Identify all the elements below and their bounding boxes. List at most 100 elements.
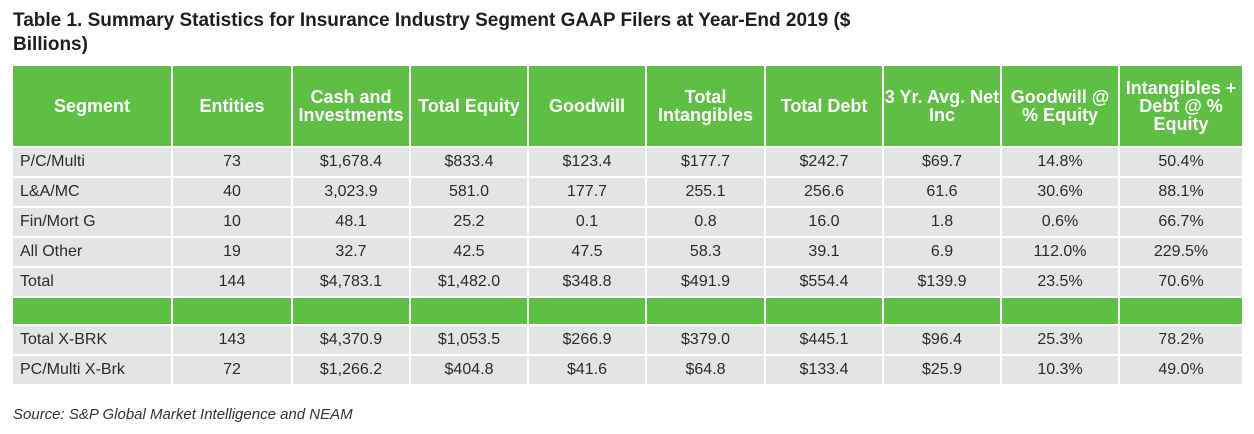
cell: 42.5 xyxy=(411,238,529,268)
col-header-total-debt: Total Debt xyxy=(766,66,884,148)
table-row: Total X-BRK 143 $4,370.9 $1,053.5 $266.9… xyxy=(13,326,1242,356)
cell-segment: P/C/Multi xyxy=(13,148,173,178)
cell: 73 xyxy=(173,148,293,178)
cell-segment: Total xyxy=(13,268,173,298)
cell-segment: Fin/Mort G xyxy=(13,208,173,238)
cell: $404.8 xyxy=(411,356,529,386)
cell: $4,783.1 xyxy=(293,268,411,298)
cell: $1,482.0 xyxy=(411,268,529,298)
cell: $139.9 xyxy=(884,268,1002,298)
col-header-goodwill-pct-equity: Goodwill @ % Equity xyxy=(1002,66,1120,148)
cell: $133.4 xyxy=(766,356,884,386)
col-header-cash-investments: Cash and Investments xyxy=(293,66,411,148)
cell: 66.7% xyxy=(1120,208,1242,238)
cell: 581.0 xyxy=(411,178,529,208)
cell: $177.7 xyxy=(647,148,766,178)
col-header-avg-net-inc: 3 Yr. Avg. Net Inc xyxy=(884,66,1002,148)
cell: 61.6 xyxy=(884,178,1002,208)
cell: 47.5 xyxy=(529,238,647,268)
spacer-cell xyxy=(884,298,1002,326)
cell: 50.4% xyxy=(1120,148,1242,178)
cell: $1,266.2 xyxy=(293,356,411,386)
cell: 78.2% xyxy=(1120,326,1242,356)
summary-table: Segment Entities Cash and Investments To… xyxy=(13,66,1242,386)
cell: 72 xyxy=(173,356,293,386)
cell: $1,053.5 xyxy=(411,326,529,356)
spacer-cell xyxy=(647,298,766,326)
cell: $445.1 xyxy=(766,326,884,356)
cell: $1,678.4 xyxy=(293,148,411,178)
cell: $266.9 xyxy=(529,326,647,356)
cell: 49.0% xyxy=(1120,356,1242,386)
cell: 88.1% xyxy=(1120,178,1242,208)
cell: $4,370.9 xyxy=(293,326,411,356)
cell: 1.8 xyxy=(884,208,1002,238)
cell: 19 xyxy=(173,238,293,268)
cell: $554.4 xyxy=(766,268,884,298)
spacer-cell xyxy=(13,298,173,326)
cell: $379.0 xyxy=(647,326,766,356)
source-note: Source: S&P Global Market Intelligence a… xyxy=(13,406,353,423)
table-row-total: Total 144 $4,783.1 $1,482.0 $348.8 $491.… xyxy=(13,268,1242,298)
col-header-total-intangibles: Total Intangibles xyxy=(647,66,766,148)
spacer-cell xyxy=(293,298,411,326)
col-header-goodwill: Goodwill xyxy=(529,66,647,148)
cell-segment: Total X-BRK xyxy=(13,326,173,356)
cell: 256.6 xyxy=(766,178,884,208)
cell: 48.1 xyxy=(293,208,411,238)
cell: $242.7 xyxy=(766,148,884,178)
cell: 25.3% xyxy=(1002,326,1120,356)
col-header-intangibles-debt-pct-equity: Intangibles + Debt @ % Equity xyxy=(1120,66,1242,148)
cell: $491.9 xyxy=(647,268,766,298)
spacer-cell xyxy=(1002,298,1120,326)
spacer-cell xyxy=(529,298,647,326)
cell: 40 xyxy=(173,178,293,208)
cell: 14.8% xyxy=(1002,148,1120,178)
cell: 16.0 xyxy=(766,208,884,238)
cell: 70.6% xyxy=(1120,268,1242,298)
spacer-cell xyxy=(766,298,884,326)
cell: $96.4 xyxy=(884,326,1002,356)
spacer-row xyxy=(13,298,1242,326)
cell: $25.9 xyxy=(884,356,1002,386)
cell-segment: L&A/MC xyxy=(13,178,173,208)
spacer-cell xyxy=(1120,298,1242,326)
table-row: L&A/MC 40 3,023.9 581.0 177.7 255.1 256.… xyxy=(13,178,1242,208)
cell: 255.1 xyxy=(647,178,766,208)
cell: 25.2 xyxy=(411,208,529,238)
table-row: Fin/Mort G 10 48.1 25.2 0.1 0.8 16.0 1.8… xyxy=(13,208,1242,238)
col-header-entities: Entities xyxy=(173,66,293,148)
table-title: Table 1. Summary Statistics for Insuranc… xyxy=(13,10,851,55)
cell: $64.8 xyxy=(647,356,766,386)
cell: 112.0% xyxy=(1002,238,1120,268)
cell: $69.7 xyxy=(884,148,1002,178)
cell: 177.7 xyxy=(529,178,647,208)
table-row: P/C/Multi 73 $1,678.4 $833.4 $123.4 $177… xyxy=(13,148,1242,178)
cell: 30.6% xyxy=(1002,178,1120,208)
cell: 144 xyxy=(173,268,293,298)
table-row: All Other 19 32.7 42.5 47.5 58.3 39.1 6.… xyxy=(13,238,1242,268)
cell: $41.6 xyxy=(529,356,647,386)
cell: 10 xyxy=(173,208,293,238)
cell: $348.8 xyxy=(529,268,647,298)
cell: 58.3 xyxy=(647,238,766,268)
cell: $833.4 xyxy=(411,148,529,178)
table-row: PC/Multi X-Brk 72 $1,266.2 $404.8 $41.6 … xyxy=(13,356,1242,386)
cell-segment: PC/Multi X-Brk xyxy=(13,356,173,386)
spacer-cell xyxy=(411,298,529,326)
cell: $123.4 xyxy=(529,148,647,178)
spacer-cell xyxy=(173,298,293,326)
col-header-total-equity: Total Equity xyxy=(411,66,529,148)
cell: 0.1 xyxy=(529,208,647,238)
cell: 229.5% xyxy=(1120,238,1242,268)
header-row: Segment Entities Cash and Investments To… xyxy=(13,66,1242,148)
cell: 6.9 xyxy=(884,238,1002,268)
cell: 23.5% xyxy=(1002,268,1120,298)
cell: 10.3% xyxy=(1002,356,1120,386)
cell: 143 xyxy=(173,326,293,356)
cell: 32.7 xyxy=(293,238,411,268)
col-header-segment: Segment xyxy=(13,66,173,148)
cell: 3,023.9 xyxy=(293,178,411,208)
cell: 0.8 xyxy=(647,208,766,238)
cell: 39.1 xyxy=(766,238,884,268)
